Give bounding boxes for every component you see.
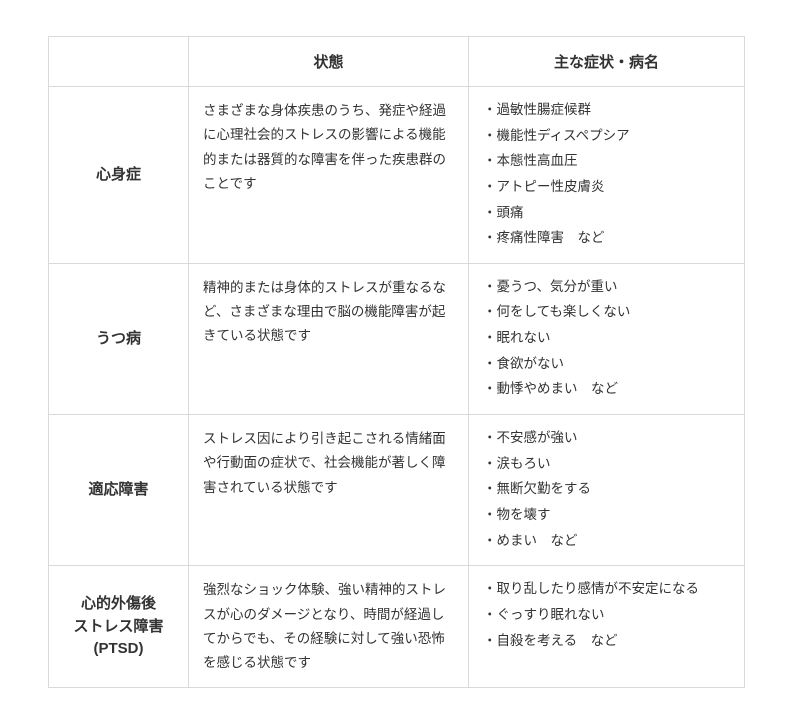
page-container: 状態 主な症状・病名 心身症さまざまな身体疾患のうち、発症や経過に心理社会的スト… bbox=[0, 0, 792, 724]
table-body: 心身症さまざまな身体疾患のうち、発症や経過に心理社会的ストレスの影響による機能的… bbox=[49, 87, 745, 688]
table-row: 心的外傷後ストレス障害(PTSD)強烈なショック体験、強い精神的ストレスが心のダ… bbox=[49, 566, 745, 688]
condition-name: うつ病 bbox=[49, 263, 189, 414]
header-blank bbox=[49, 37, 189, 87]
symptom-item: ・憂うつ、気分が重い bbox=[483, 274, 730, 300]
symptom-item: ・動悸やめまい など bbox=[483, 376, 730, 402]
symptom-item: ・頭痛 bbox=[483, 200, 730, 226]
condition-symptoms: ・取り乱したり感情が不安定になる・ぐっすり眠れない・自殺を考える など bbox=[469, 566, 745, 688]
symptom-item: ・疼痛性障害 など bbox=[483, 225, 730, 251]
table-header-row: 状態 主な症状・病名 bbox=[49, 37, 745, 87]
symptom-item: ・涙もろい bbox=[483, 451, 730, 477]
symptom-item: ・無断欠勤をする bbox=[483, 476, 730, 502]
condition-description: さまざまな身体疾患のうち、発症や経過に心理社会的ストレスの影響による機能的または… bbox=[189, 87, 469, 264]
condition-name: 心的外傷後ストレス障害(PTSD) bbox=[49, 566, 189, 688]
symptom-item: ・何をしても楽しくない bbox=[483, 299, 730, 325]
symptom-item: ・取り乱したり感情が不安定になる bbox=[483, 576, 730, 602]
condition-name: 心身症 bbox=[49, 87, 189, 264]
table-row: うつ病精神的または身体的ストレスが重なるなど、さまざまな理由で脳の機能障害が起き… bbox=[49, 263, 745, 414]
header-state: 状態 bbox=[189, 37, 469, 87]
condition-symptoms: ・憂うつ、気分が重い・何をしても楽しくない・眠れない・食欲がない・動悸やめまい … bbox=[469, 263, 745, 414]
symptom-item: ・物を壊す bbox=[483, 502, 730, 528]
symptom-item: ・本態性高血圧 bbox=[483, 148, 730, 174]
condition-name: 適応障害 bbox=[49, 415, 189, 566]
symptom-item: ・不安感が強い bbox=[483, 425, 730, 451]
symptom-item: ・アトピー性皮膚炎 bbox=[483, 174, 730, 200]
symptom-item: ・自殺を考える など bbox=[483, 628, 730, 654]
table-row: 適応障害ストレス因により引き起こされる情緒面や行動面の症状で、社会機能が著しく障… bbox=[49, 415, 745, 566]
conditions-table: 状態 主な症状・病名 心身症さまざまな身体疾患のうち、発症や経過に心理社会的スト… bbox=[48, 36, 745, 688]
condition-description: 精神的または身体的ストレスが重なるなど、さまざまな理由で脳の機能障害が起きている… bbox=[189, 263, 469, 414]
condition-symptoms: ・不安感が強い・涙もろい・無断欠勤をする・物を壊す・めまい など bbox=[469, 415, 745, 566]
symptom-item: ・眠れない bbox=[483, 325, 730, 351]
symptom-item: ・過敏性腸症候群 bbox=[483, 97, 730, 123]
header-symptoms: 主な症状・病名 bbox=[469, 37, 745, 87]
symptom-item: ・ぐっすり眠れない bbox=[483, 602, 730, 628]
condition-symptoms: ・過敏性腸症候群・機能性ディスペプシア・本態性高血圧・アトピー性皮膚炎・頭痛・疼… bbox=[469, 87, 745, 264]
table-row: 心身症さまざまな身体疾患のうち、発症や経過に心理社会的ストレスの影響による機能的… bbox=[49, 87, 745, 264]
symptom-item: ・食欲がない bbox=[483, 351, 730, 377]
symptom-item: ・めまい など bbox=[483, 528, 730, 554]
symptom-item: ・機能性ディスペプシア bbox=[483, 123, 730, 149]
condition-description: 強烈なショック体験、強い精神的ストレスが心のダメージとなり、時間が経過してからで… bbox=[189, 566, 469, 688]
condition-description: ストレス因により引き起こされる情緒面や行動面の症状で、社会機能が著しく障害されて… bbox=[189, 415, 469, 566]
